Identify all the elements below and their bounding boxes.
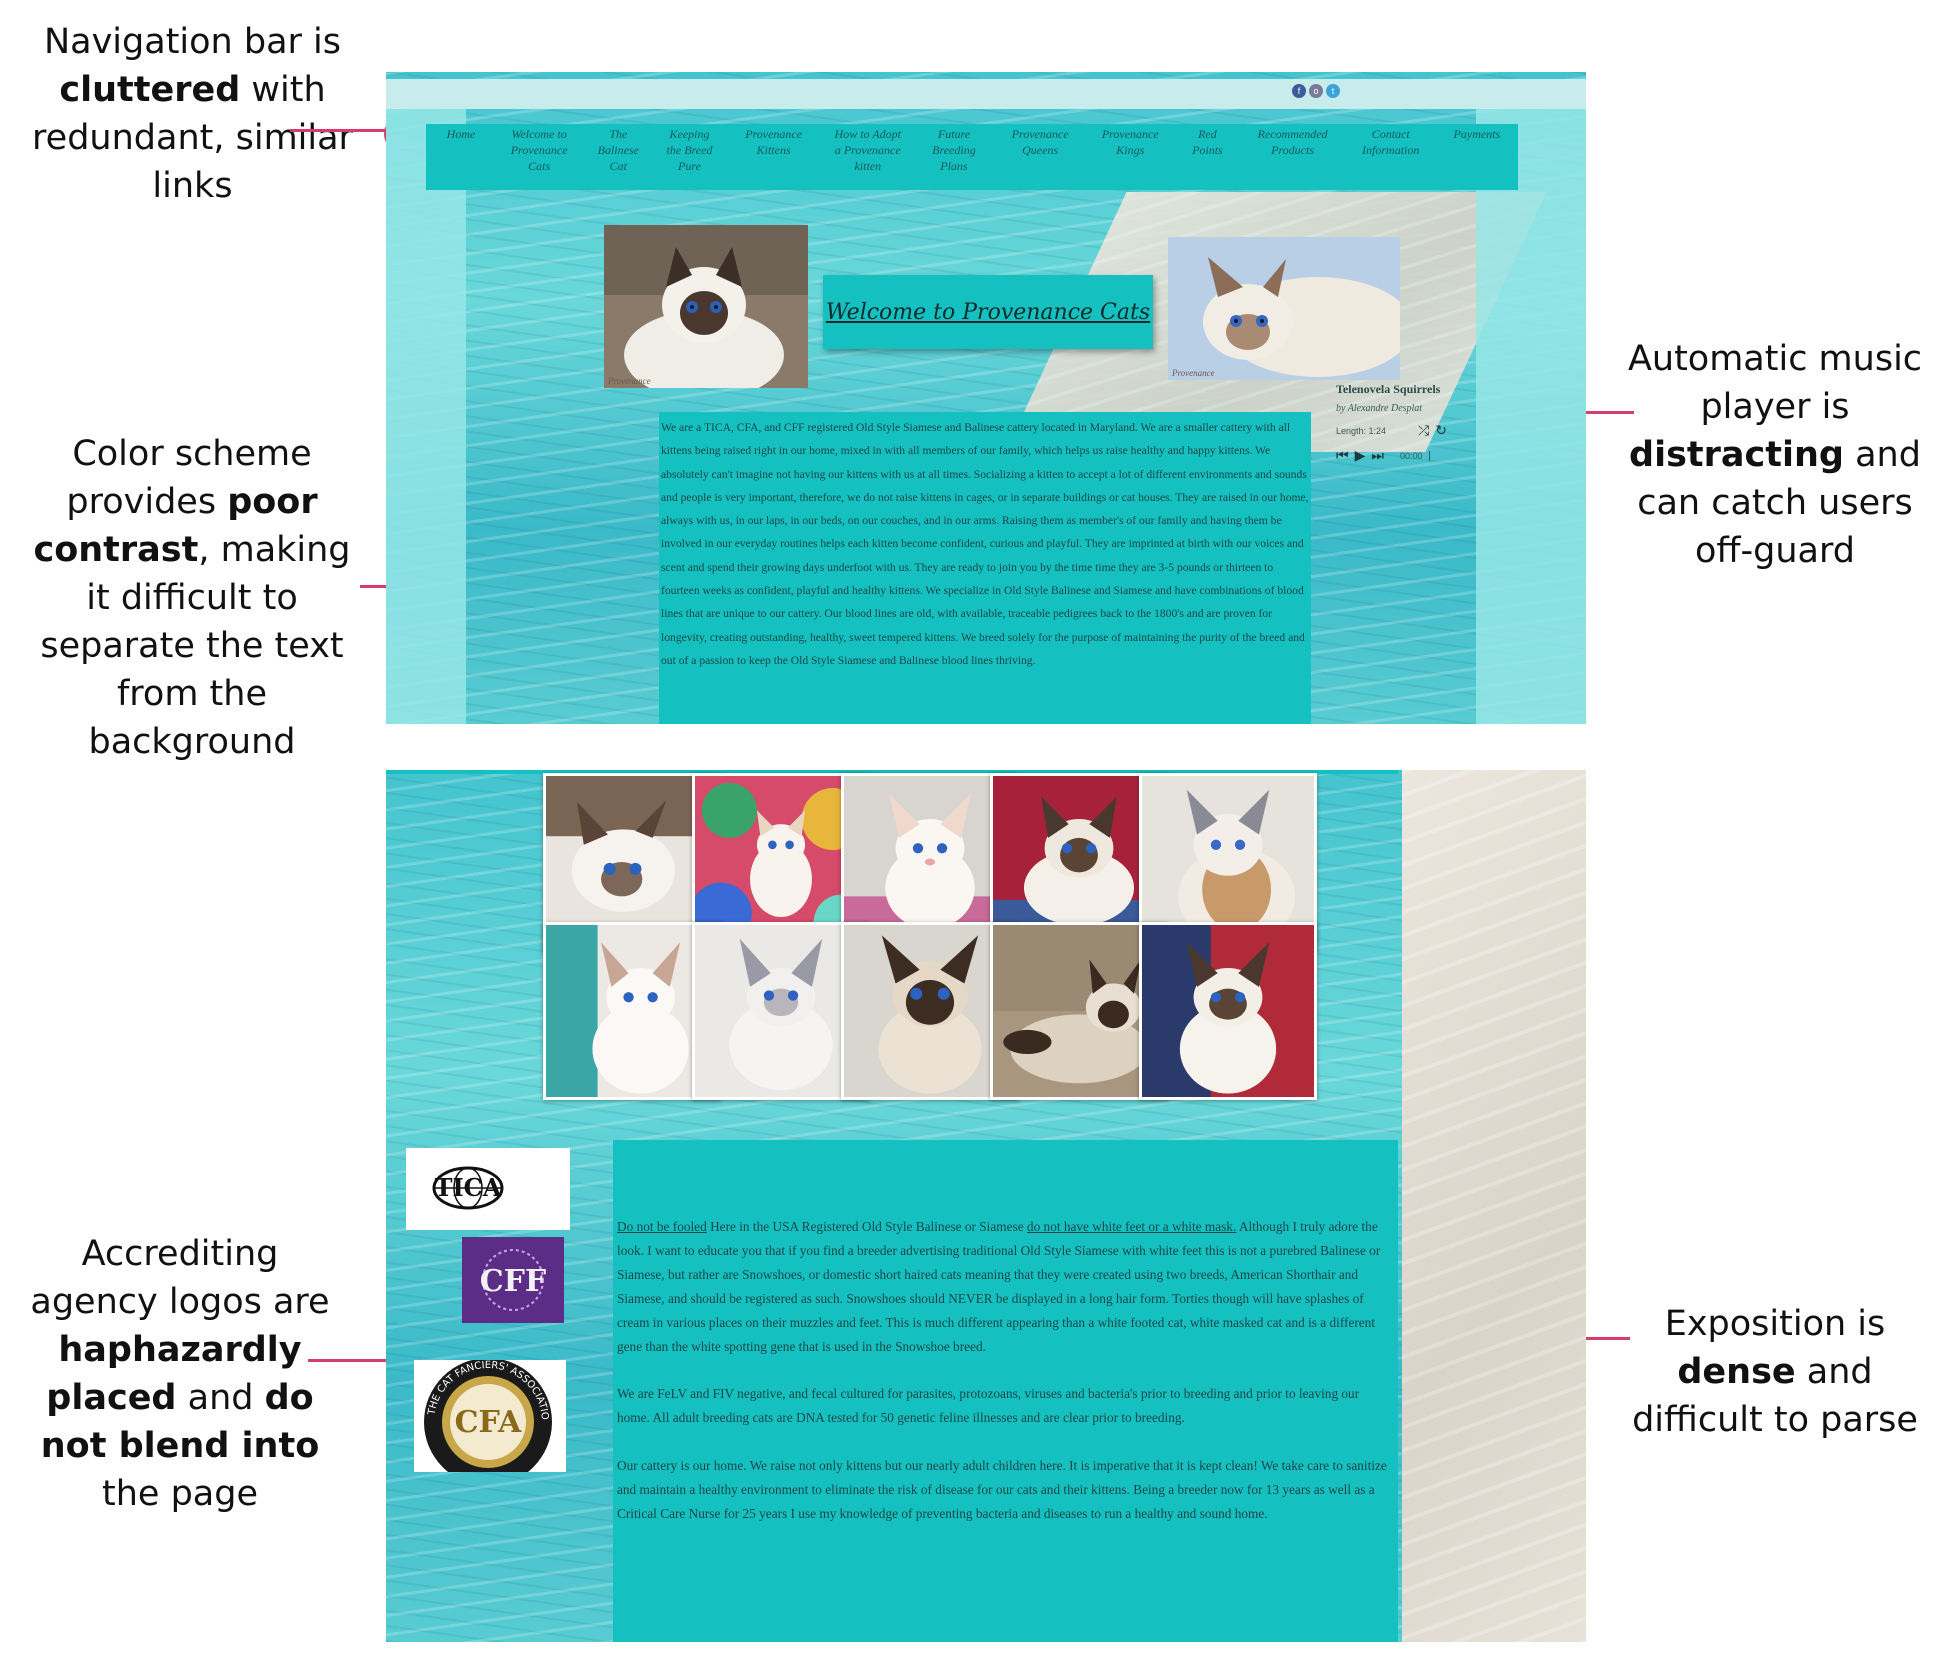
welcome-title: Welcome to Provenance Cats [825, 299, 1151, 325]
annotation-logos: Accrediting agency logos are haphazardly… [30, 1234, 330, 1514]
nav-future-breeding[interactable]: Future Breeding Plans [932, 127, 976, 173]
play-icon[interactable]: ▶ [1354, 447, 1366, 463]
annotation-exposition: Exposition is dense and difficult to par… [1632, 1304, 1918, 1440]
track-length: Length: 1:24 [1336, 425, 1387, 436]
tica-logo-image: TICA [432, 1166, 504, 1210]
website-screenshot-top: f o t Home Welcome to Provenance Cats Th… [386, 72, 1586, 724]
facebook-icon[interactable]: f [1292, 84, 1306, 98]
nav-provenance-kings[interactable]: Provenance Kings [1101, 127, 1159, 157]
kitten-image [1142, 925, 1314, 1097]
kitten-image [695, 925, 867, 1097]
nav-home[interactable]: Home [446, 127, 476, 141]
svg-text:CFA: CFA [455, 1405, 522, 1440]
left-margin [386, 109, 466, 724]
gallery-photo[interactable] [990, 922, 1168, 1100]
intro-text-block: We are a TICA, CFA, and CFF registered O… [659, 412, 1311, 724]
exposition-paragraph-2: We are FeLV and FIV negative, and fecal … [617, 1386, 1360, 1426]
social-links: f o t [1292, 84, 1340, 98]
nav-keeping-breed-pure[interactable]: Keeping the Breed Pure [666, 127, 713, 173]
cat-photo-right: Provenance [1168, 237, 1400, 380]
cat-image [1168, 237, 1400, 380]
svg-text:CFF: CFF [480, 1264, 546, 1299]
next-track-icon[interactable]: ⏭ [1371, 447, 1384, 463]
tica-logo: TICA [406, 1148, 570, 1230]
top-bar [386, 79, 1586, 109]
nav-contact-information[interactable]: Contact Information [1362, 127, 1420, 157]
kitten-image [1142, 776, 1314, 948]
nav-how-to-adopt[interactable]: How to Adopt a Provenance kitten [834, 127, 901, 173]
gallery-photo[interactable] [543, 773, 721, 951]
cfa-logo: CFA THE CAT FANCIERS' ASSOCIATION [414, 1360, 566, 1472]
cff-logo-image: CFF [462, 1237, 564, 1323]
kitten-image [844, 925, 1016, 1097]
intro-text: We are a TICA, CFA, and CFF registered O… [661, 421, 1309, 667]
photo-caption: Provenance [1172, 368, 1215, 378]
shuffle-icon[interactable]: ⤮ [1418, 422, 1430, 438]
track-time: 00:00 [1400, 450, 1423, 461]
nav-provenance-queens[interactable]: Provenance Queens [1011, 127, 1069, 157]
nav-recommended-products[interactable]: Recommended Products [1257, 127, 1328, 157]
nav-balinese-cat[interactable]: The Balinese Cat [597, 127, 639, 173]
kitten-image [546, 776, 718, 948]
twitter-icon[interactable]: t [1326, 84, 1340, 98]
annotation-line-nav [290, 129, 402, 132]
website-screenshot-bottom: TICA CFF CFA THE CAT FANCIERS' ASSOCIATI… [386, 770, 1586, 1642]
exposition-paragraph-3: Our cattery is our home. We raise not on… [617, 1458, 1387, 1522]
cfa-logo-image: CFA THE CAT FANCIERS' ASSOCIATION [414, 1360, 552, 1472]
previous-track-icon[interactable]: ⏮ [1336, 447, 1349, 463]
navigation-bar: Home Welcome to Provenance Cats The Bali… [426, 124, 1518, 190]
kitten-image [546, 925, 718, 1097]
content-strip [386, 770, 1398, 774]
cat-image [604, 225, 808, 388]
kitten-image [993, 925, 1165, 1097]
nav-provenance-kittens[interactable]: Provenance Kittens [745, 127, 803, 157]
sand-background [1402, 770, 1586, 1642]
svg-text:TICA: TICA [435, 1173, 502, 1202]
repeat-icon[interactable]: ↻ [1435, 422, 1447, 438]
exposition-text-block: Do not be fooled Here in the USA Registe… [613, 1140, 1398, 1642]
gallery-photo[interactable] [841, 922, 1019, 1100]
gallery-photo[interactable] [543, 922, 721, 1100]
gallery-photo[interactable] [692, 922, 870, 1100]
volume-slider[interactable] [1428, 450, 1430, 461]
do-not-be-fooled-link[interactable]: Do not be fooled [617, 1219, 707, 1234]
track-title: Telenovela Squirrels [1336, 382, 1441, 396]
annotation-color-scheme: Color scheme provides poor contrast, mak… [33, 434, 351, 762]
exposition-paragraph-1: Do not be fooled Here in the USA Registe… [617, 1219, 1381, 1354]
cff-logo: CFF [462, 1237, 564, 1323]
nav-welcome[interactable]: Welcome to Provenance Cats [510, 127, 568, 173]
cat-photo-left: Provenance [604, 225, 808, 388]
welcome-banner: Welcome to Provenance Cats [823, 275, 1153, 349]
right-margin [1476, 109, 1586, 724]
annotation-navigation: Navigation bar is cluttered with redunda… [32, 22, 353, 206]
track-artist: by Alexandre Desplat [1336, 403, 1423, 414]
gallery-photo[interactable] [1139, 773, 1317, 951]
instagram-icon[interactable]: o [1309, 84, 1323, 98]
annotation-music-player: Automatic music player is distracting an… [1627, 339, 1923, 571]
gallery-photo[interactable] [1139, 922, 1317, 1100]
white-feet-link[interactable]: do not have white feet or a white mask. [1026, 1219, 1237, 1234]
music-player: Telenovela Squirrels by Alexandre Despla… [1336, 382, 1466, 463]
nav-payments[interactable]: Payments [1453, 127, 1501, 141]
nav-red-points[interactable]: Red Points [1192, 127, 1223, 157]
photo-caption: Provenance [608, 376, 651, 386]
